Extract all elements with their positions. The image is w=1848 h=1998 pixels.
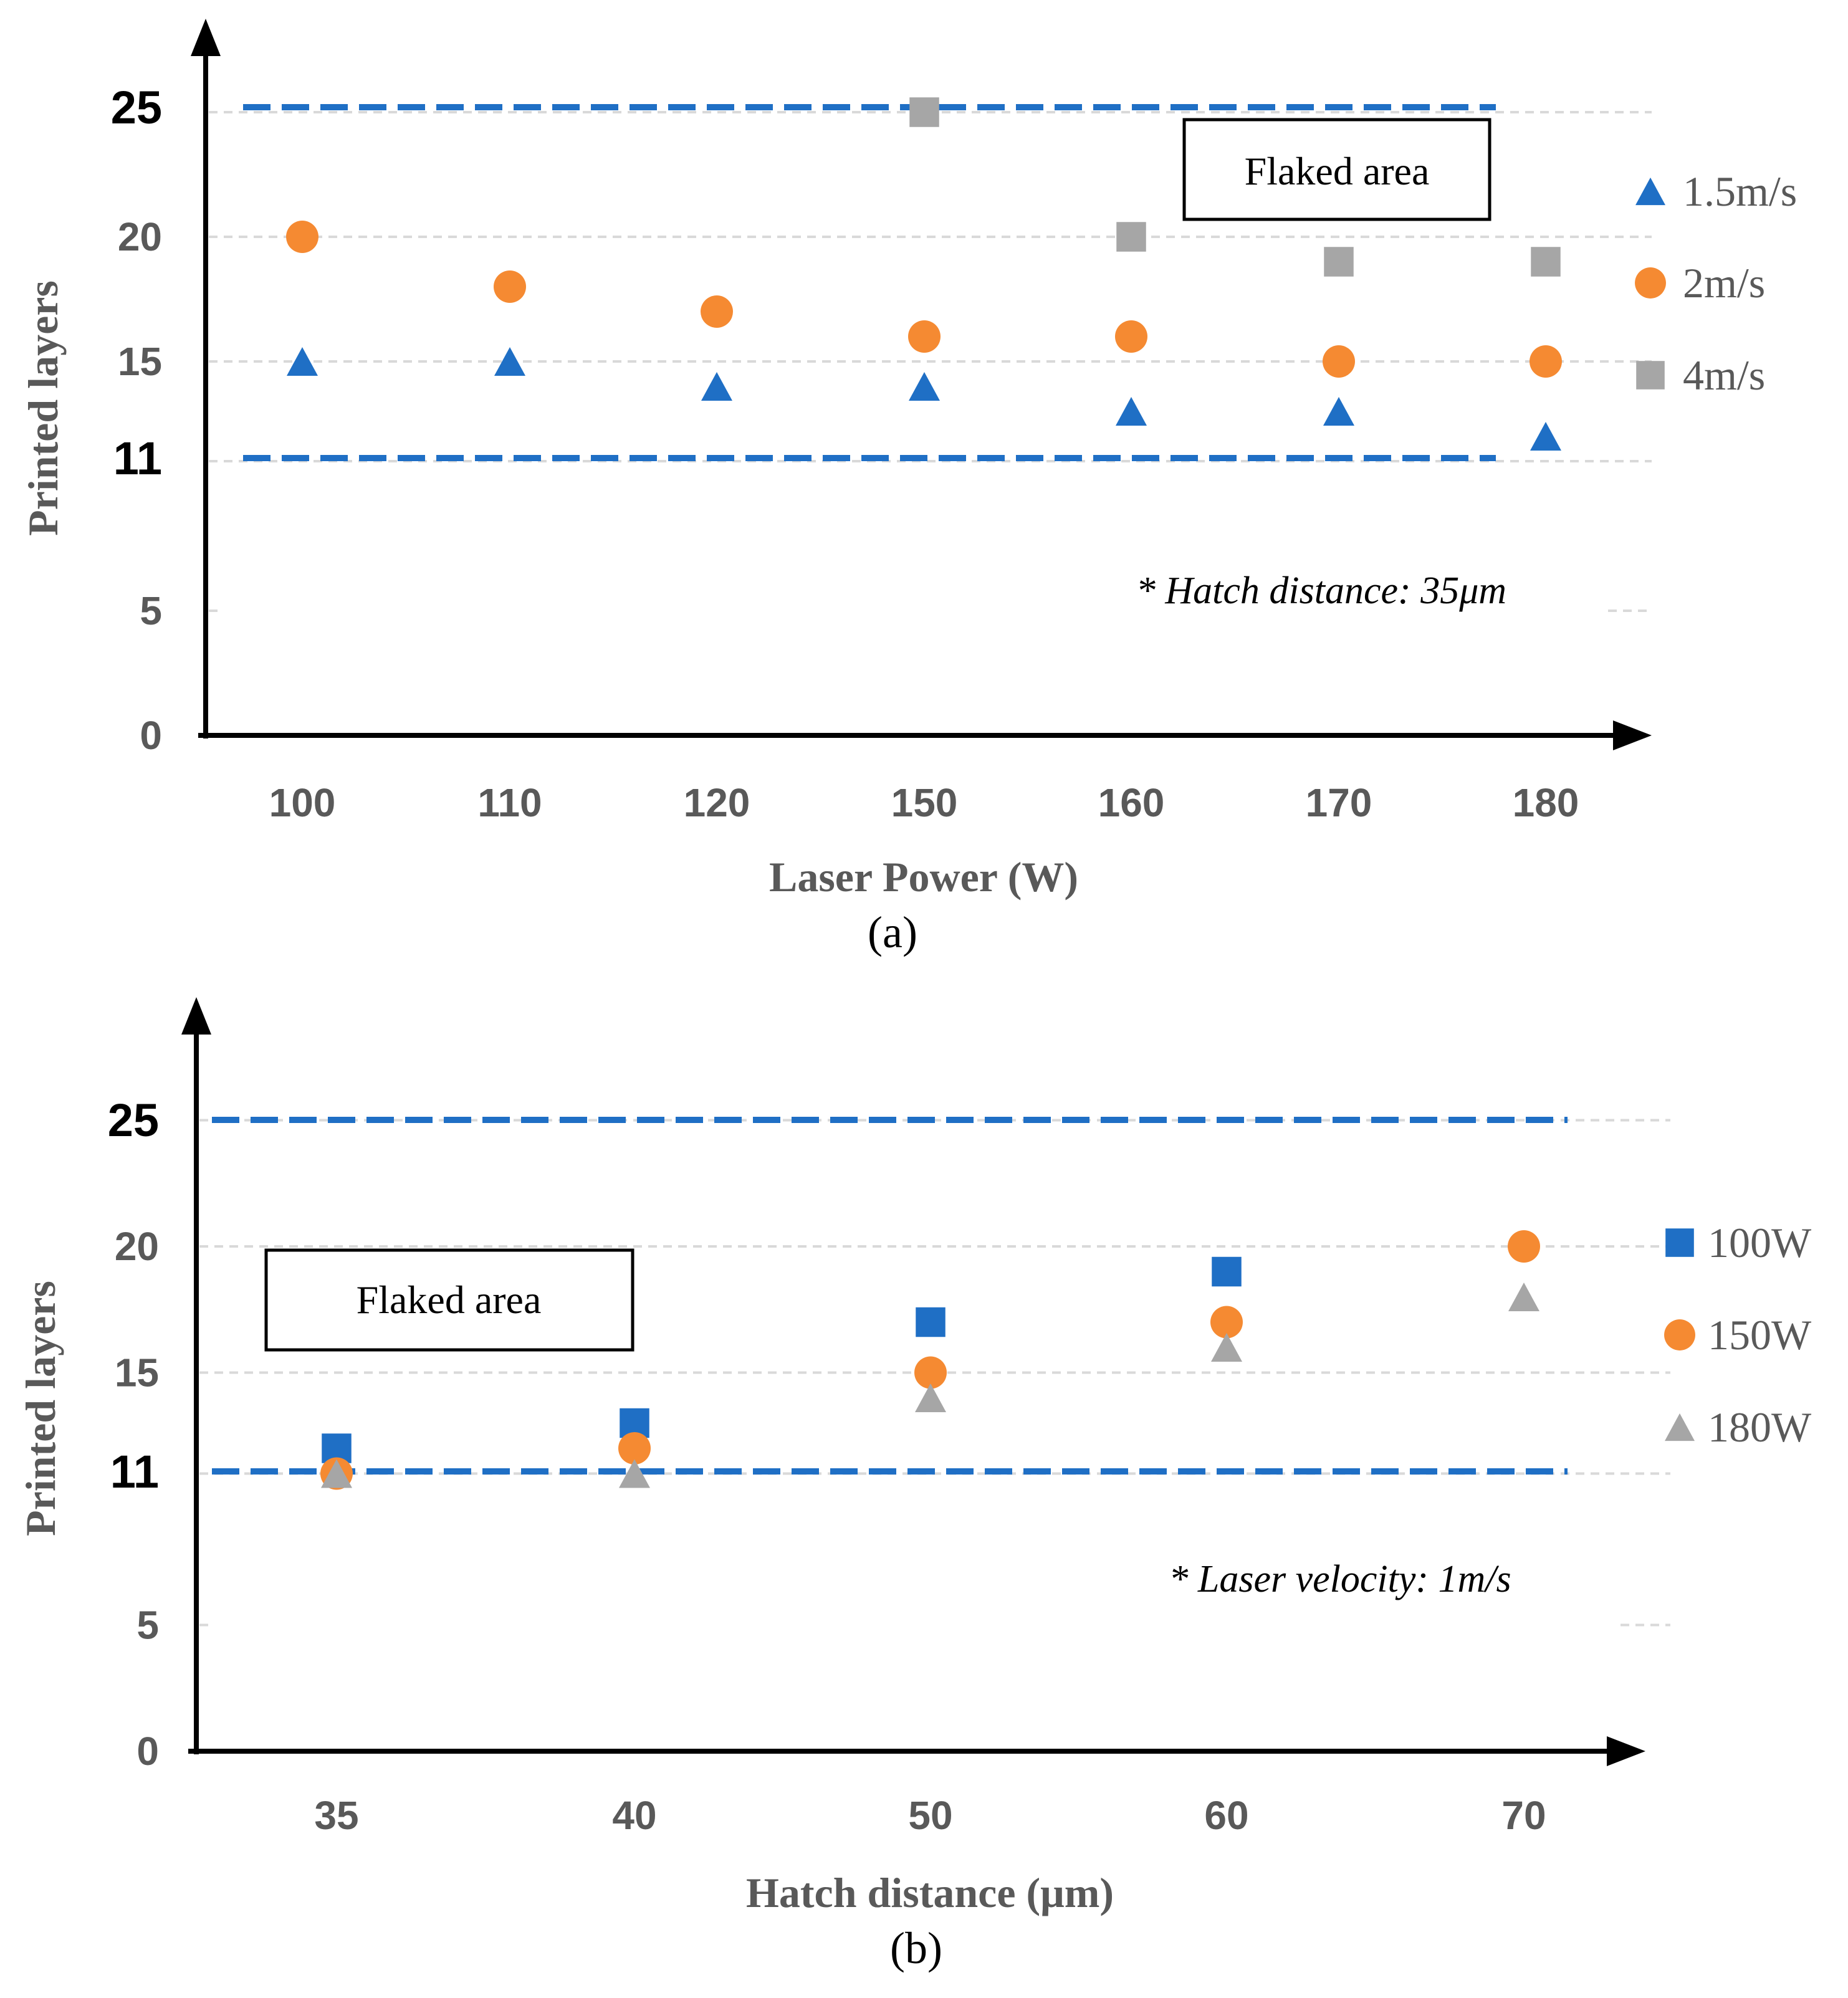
a-point-15ms-160: [1116, 397, 1147, 426]
a-legend-label-1: 2m/s: [1683, 259, 1765, 307]
b-y-tick-25: 25: [108, 1094, 159, 1146]
a-y-tick-11: 11: [113, 433, 162, 484]
a-y-tick-15: 15: [118, 339, 162, 384]
panel-b-flaked-area-box: [264, 1248, 634, 1352]
panel-a-threshold-lines: [243, 104, 1496, 461]
a-x-tick-150: 150: [891, 780, 958, 825]
b-x-tick-60: 60: [1204, 1793, 1248, 1838]
panel-a-y-tick-labels: 0 5 11 15 20 25: [111, 82, 162, 758]
panel-a-x-axis-arrow: [1613, 720, 1652, 750]
panel-b-note: * Laser velocity: 1m/s: [1169, 1558, 1511, 1600]
a-x-tick-180: 180: [1513, 780, 1579, 825]
a-point-2ms-100: [286, 221, 318, 253]
panel-b-legend: 100W 150W 180W: [1664, 1219, 1812, 1451]
b-point-150W-40: [618, 1432, 651, 1465]
a-x-tick-120: 120: [684, 780, 750, 825]
a-x-tick-170: 170: [1306, 780, 1372, 825]
panel-b-y-tick-labels: 0 5 11 15 20 25: [108, 1094, 159, 1774]
panel-a-chart: 0 5 11 15 20 25 100 110 120 150 160 170 180 Printed…: [19, 19, 1797, 957]
a-point-15ms-110: [494, 347, 525, 376]
a-y-tick-25: 25: [111, 82, 162, 133]
a-point-2ms-160: [1115, 320, 1147, 353]
b-x-tick-70: 70: [1501, 1793, 1546, 1838]
b-legend-label-2: 180W: [1708, 1403, 1812, 1451]
a-x-tick-110: 110: [477, 780, 542, 825]
a-point-4ms-150: [909, 97, 939, 127]
a-point-15ms-180: [1530, 422, 1561, 451]
panel-a-x-tick-labels: 100 110 120 150 160 170 180: [269, 780, 1579, 825]
panel-b-y-axis-arrow: [181, 997, 211, 1035]
b-x-tick-40: 40: [612, 1793, 656, 1838]
panel-b-label: (b): [890, 1923, 942, 1973]
panel-a-y-axis-title: Printed layers: [19, 280, 67, 536]
b-point-150W-50: [914, 1356, 947, 1389]
a-legend-label-0: 1.5m/s: [1683, 168, 1797, 215]
panel-b-flaked-area-label: Flaked area: [357, 1278, 542, 1322]
b-point-180W-50: [915, 1384, 946, 1412]
a-x-tick-100: 100: [269, 780, 336, 825]
a-point-2ms-180: [1530, 345, 1562, 378]
a-point-2ms-150: [908, 320, 941, 353]
b-point-100W-50: [916, 1307, 946, 1337]
panel-a-y-axis-arrow: [191, 19, 221, 56]
panel-b-x-axis-title: Hatch distance (μm): [746, 1869, 1114, 1916]
a-point-4ms-170: [1324, 247, 1354, 277]
a-legend-marker-1: [1635, 267, 1666, 299]
b-legend-marker-0: [1665, 1228, 1694, 1257]
b-point-180W-60: [1211, 1333, 1242, 1362]
panel-b-threshold-lines: [212, 1117, 1568, 1475]
panel-b-y-axis-title: Printed layers: [17, 1281, 64, 1536]
panel-a-flaked-area-label: Flaked area: [1245, 149, 1430, 193]
a-y-tick-5: 5: [140, 588, 162, 633]
a-point-15ms-120: [701, 372, 732, 401]
panel-a-label: (a): [868, 907, 917, 957]
b-y-tick-11: 11: [110, 1446, 159, 1498]
b-point-180W-40: [619, 1459, 650, 1488]
b-point-180W-70: [1508, 1283, 1539, 1311]
a-legend-label-2: 4m/s: [1683, 351, 1765, 399]
a-legend-marker-2: [1636, 361, 1665, 390]
b-legend-label-1: 150W: [1708, 1311, 1812, 1359]
panel-b-x-axis-arrow: [1607, 1736, 1645, 1766]
b-legend-marker-2: [1665, 1413, 1695, 1441]
a-point-4ms-180: [1531, 247, 1561, 277]
b-point-150W-60: [1210, 1306, 1243, 1339]
b-point-100W-60: [1212, 1256, 1242, 1287]
b-legend-marker-1: [1664, 1319, 1695, 1350]
b-y-tick-15: 15: [115, 1350, 159, 1395]
b-legend-label-0: 100W: [1708, 1219, 1812, 1266]
a-point-2ms-120: [701, 295, 733, 328]
b-x-tick-35: 35: [314, 1793, 358, 1838]
b-y-tick-20: 20: [115, 1224, 159, 1269]
a-point-2ms-170: [1323, 345, 1355, 378]
panel-b-chart: 0 5 11 15 20 25 35 40 50 60 70 Printed layers Hat…: [17, 997, 1812, 1973]
b-y-tick-0: 0: [136, 1729, 159, 1774]
b-y-tick-5: 5: [136, 1603, 159, 1648]
a-y-tick-20: 20: [118, 214, 162, 259]
b-point-150W-70: [1508, 1230, 1540, 1263]
panel-a-note: * Hatch distance: 35μm: [1136, 570, 1506, 612]
panel-a-legend: 1.5m/s 2m/s 4m/s: [1635, 168, 1797, 399]
a-y-tick-0: 0: [140, 713, 162, 758]
panel-a-x-axis-title: Laser Power (W): [769, 853, 1078, 901]
a-x-tick-160: 160: [1098, 780, 1165, 825]
a-point-15ms-150: [909, 372, 940, 401]
a-point-4ms-160: [1116, 222, 1146, 252]
panel-a-data-points: [286, 97, 1562, 451]
panel-b-data-points: [320, 1230, 1540, 1490]
panel-b-x-tick-labels: 35 40 50 60 70: [314, 1793, 1546, 1838]
a-point-2ms-110: [494, 270, 526, 303]
a-point-15ms-100: [287, 347, 318, 376]
a-legend-marker-0: [1635, 177, 1665, 206]
b-point-180W-35: [321, 1459, 352, 1488]
panel-a-flaked-area-box: [1182, 118, 1491, 221]
a-point-15ms-170: [1323, 397, 1354, 426]
b-x-tick-50: 50: [908, 1793, 952, 1838]
